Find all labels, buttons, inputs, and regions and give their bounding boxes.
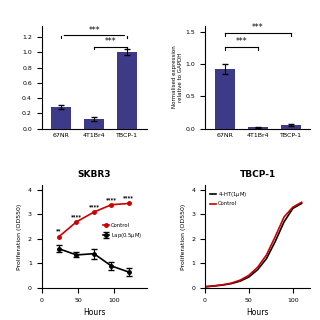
Line: Control: Control	[205, 202, 302, 287]
4-HT(1$\mu$M)	[273, 240, 277, 244]
Control	[247, 273, 251, 277]
4-HT(1$\mu$M)	[265, 257, 268, 260]
Y-axis label: Normalised expression
relative to GAPDH: Normalised expression relative to GAPDH	[172, 46, 183, 108]
Text: ***: ***	[105, 37, 116, 46]
4-HT(1$\mu$M)	[256, 268, 260, 272]
Text: ***: ***	[236, 37, 247, 46]
Bar	[52, 107, 71, 129]
Line: 4-HT(1$\mu$M): 4-HT(1$\mu$M)	[205, 204, 302, 287]
Title: SKBR3: SKBR3	[77, 170, 111, 179]
4-HT(1$\mu$M)	[212, 284, 216, 288]
4-HT(1$\mu$M)	[282, 220, 286, 224]
Control	[238, 278, 242, 282]
Bar	[117, 52, 137, 129]
Legend: 4-HT(1$\mu$M), Control: 4-HT(1$\mu$M), Control	[208, 188, 249, 209]
Control	[109, 203, 113, 207]
4-HT(1$\mu$M)	[229, 282, 233, 285]
Line: Control: Control	[57, 202, 131, 238]
4-HT(1$\mu$M)	[220, 283, 224, 287]
Control	[57, 235, 61, 238]
4-HT(1$\mu$M)	[203, 285, 207, 289]
Control	[300, 200, 304, 204]
Text: **: **	[56, 228, 62, 234]
Text: ****: ****	[123, 196, 134, 201]
Control	[282, 215, 286, 219]
Text: ****: ****	[106, 197, 117, 202]
Bar	[215, 69, 235, 129]
Control	[212, 284, 216, 288]
Title: TBCP-1: TBCP-1	[240, 170, 276, 179]
Y-axis label: Proliferation (OD550): Proliferation (OD550)	[17, 204, 22, 270]
4-HT(1$\mu$M)	[291, 206, 295, 210]
Text: ****: ****	[88, 204, 100, 209]
Y-axis label: Proliferation (OD550): Proliferation (OD550)	[181, 204, 186, 270]
Control	[75, 220, 78, 224]
Control	[273, 235, 277, 238]
X-axis label: Hours: Hours	[246, 308, 269, 317]
Text: ***: ***	[252, 23, 263, 32]
Legend: Control, Lap(0.5$\mu$M): Control, Lap(0.5$\mu$M)	[101, 221, 144, 242]
Control	[256, 265, 260, 269]
4-HT(1$\mu$M)	[247, 275, 251, 279]
Control	[265, 253, 268, 257]
Text: ***: ***	[89, 26, 100, 35]
Control	[203, 285, 207, 289]
Text: ****: ****	[71, 214, 82, 219]
Control	[92, 210, 96, 214]
Control	[220, 283, 224, 287]
Bar	[248, 127, 268, 129]
X-axis label: Hours: Hours	[83, 308, 106, 317]
Control	[291, 205, 295, 209]
4-HT(1$\mu$M)	[300, 202, 304, 205]
Control	[229, 281, 233, 285]
Bar	[84, 119, 104, 129]
Control	[127, 202, 131, 205]
4-HT(1$\mu$M)	[238, 279, 242, 283]
Bar	[281, 125, 300, 129]
